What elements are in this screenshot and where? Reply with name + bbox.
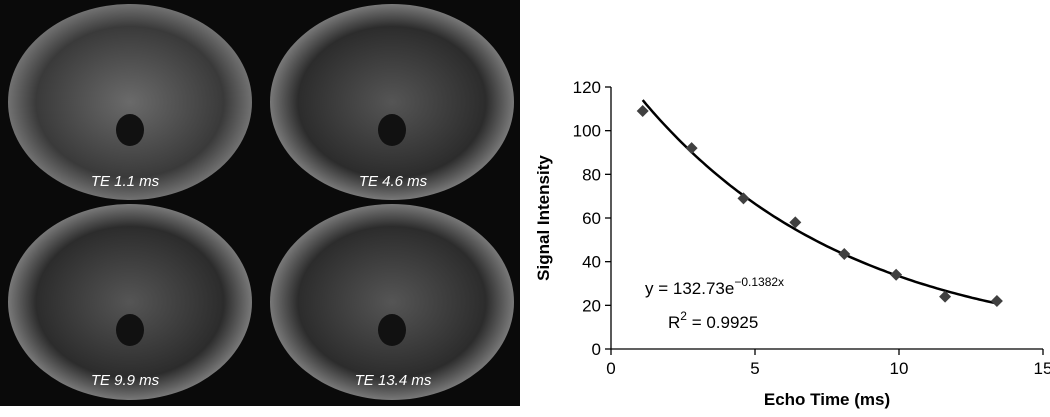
y-tick-label: 100 [573, 122, 601, 141]
y-tick-label: 60 [582, 209, 601, 228]
data-point [939, 290, 952, 303]
mri-image [270, 4, 514, 200]
image-label: TE 13.4 ms [355, 372, 432, 389]
chart: Echo Time (ms) Signal Intensity y = 132.… [534, 78, 1050, 409]
spine [378, 314, 406, 346]
data-point [636, 105, 649, 118]
data-point [890, 268, 903, 281]
y-tick-label: 80 [582, 165, 601, 184]
y-tick-label: 20 [582, 296, 601, 315]
spine [116, 314, 144, 346]
x-tick-label: 15 [1034, 359, 1050, 378]
y-tick-label: 120 [573, 78, 601, 97]
y-tick-label: 40 [582, 253, 601, 272]
data-point [838, 248, 851, 261]
r-squared-sup: 2 [680, 309, 687, 323]
mri-image [270, 204, 514, 400]
r-squared-label: R [668, 313, 680, 332]
fit-curve [641, 99, 998, 305]
x-tick-label: 0 [606, 359, 615, 378]
data-point [737, 192, 750, 205]
data-point [789, 216, 802, 229]
r-squared: R2 = 0.9925 [668, 309, 758, 332]
data-point [685, 142, 698, 155]
x-tick-label: 10 [890, 359, 909, 378]
x-tick-label: 5 [750, 359, 759, 378]
r-squared-value: = 0.9925 [687, 313, 758, 332]
y-axis-title: Signal Intensity [534, 155, 553, 281]
image-label: TE 9.9 ms [91, 372, 160, 389]
fit-equation: y = 132.73e−0.1382x [645, 275, 784, 298]
mri-image [8, 4, 252, 200]
equation-base: y = 132.73e [645, 279, 734, 298]
image-label: TE 1.1 ms [91, 173, 160, 190]
x-axis-title: Echo Time (ms) [764, 390, 890, 409]
spine [378, 114, 406, 146]
data-point [990, 294, 1003, 307]
spine [116, 114, 144, 146]
image-label: TE 4.6 ms [359, 173, 428, 190]
mri-panel: TE 1.1 ms TE 4.6 ms TE 9.9 ms TE 13.4 ms [0, 0, 520, 406]
equation-exponent: −0.1382x [734, 275, 784, 289]
y-tick-label: 0 [592, 340, 601, 359]
mri-image [8, 204, 252, 400]
